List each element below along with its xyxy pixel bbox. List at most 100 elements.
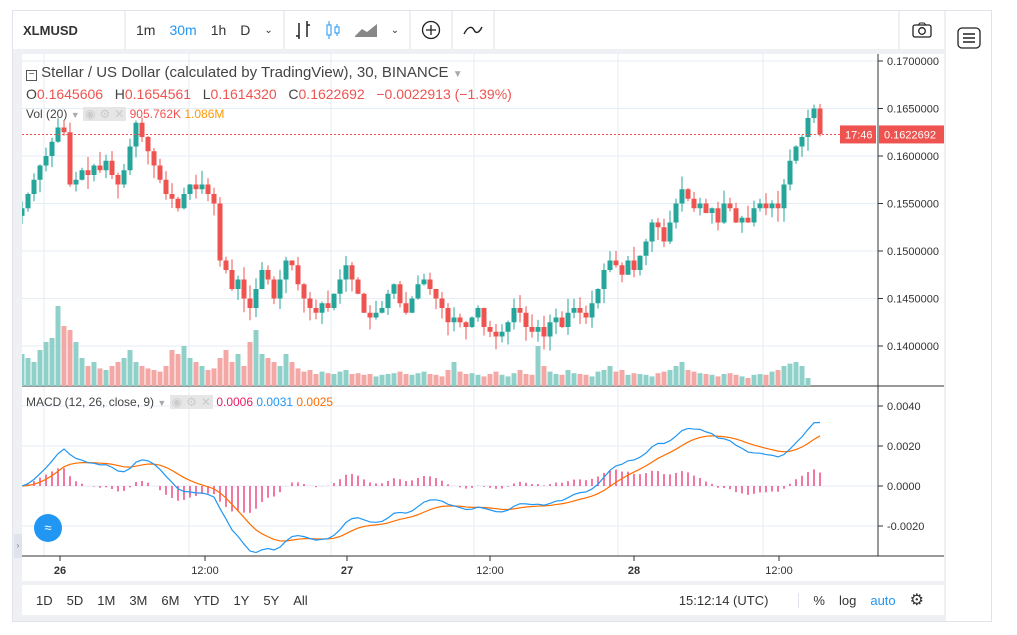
range-1d[interactable]: 1D	[36, 592, 53, 608]
candle-body	[529, 327, 535, 332]
chevron-down-icon[interactable]: ▼	[452, 69, 463, 80]
candle	[97, 151, 103, 173]
chart-canvas[interactable]: 0.1700000 0.1650000 0.1600000 0.1550000 0.15…	[19, 54, 945, 581]
top-toolbar: XLMUSD 1m 30m 1h D ⌄ ⌄	[13, 11, 944, 49]
percent-toggle[interactable]: %	[798, 592, 825, 608]
chevron-down-icon[interactable]: ⌄	[390, 24, 400, 36]
candle-body	[793, 146, 799, 161]
candle-body	[91, 165, 97, 175]
interval-30m[interactable]: 30m	[169, 22, 197, 38]
range-5d[interactable]: 5D	[66, 592, 84, 608]
candle	[469, 316, 475, 328]
chevron-down-icon[interactable]: ▼	[157, 398, 167, 408]
candle	[451, 307, 457, 332]
indicators-icon[interactable]	[463, 24, 483, 36]
candle	[433, 288, 439, 310]
close-icon[interactable]: ✕	[198, 395, 213, 409]
candle-body	[667, 222, 673, 242]
volume-bar	[289, 362, 295, 386]
macd-axis-label: 0.0020	[887, 441, 921, 453]
candle-body	[547, 322, 553, 337]
chevron-down-icon[interactable]: ▼	[70, 110, 80, 120]
macd-axis-label: -0.0020	[887, 521, 924, 533]
compare-group	[411, 11, 454, 49]
range-1y[interactable]: 1Y	[233, 592, 250, 608]
candle	[325, 290, 331, 312]
range-all[interactable]: All	[293, 592, 308, 608]
clock[interactable]: 15:12:14 (UTC)	[678, 592, 769, 608]
gear-icon[interactable]: ⚙	[184, 395, 199, 409]
eye-icon[interactable]: ◉	[169, 395, 185, 409]
candle	[109, 151, 115, 180]
candle	[463, 321, 469, 340]
candle-body	[343, 265, 349, 280]
interval-1m[interactable]: 1m	[136, 22, 156, 38]
candle	[721, 190, 727, 224]
right-sidebar	[946, 11, 991, 621]
auto-toggle[interactable]: auto	[870, 592, 896, 608]
interval-d[interactable]: D	[240, 22, 251, 38]
symbol-button[interactable]: XLMUSD	[13, 11, 126, 49]
range-5y[interactable]: 5Y	[263, 592, 280, 608]
range-ytd[interactable]: YTD	[193, 592, 220, 608]
candle	[541, 315, 547, 350]
area-icon[interactable]	[354, 23, 377, 37]
candle	[619, 262, 625, 283]
volume-bar	[565, 370, 571, 386]
close-label: C	[288, 86, 299, 102]
candle	[361, 292, 367, 314]
candle-body	[403, 303, 409, 313]
gear-icon[interactable]: ⚙	[909, 592, 924, 609]
chevron-down-icon[interactable]: ⌄	[264, 24, 273, 36]
bars-icon[interactable]	[295, 21, 311, 39]
candle	[445, 303, 451, 336]
tradingview-logo-icon[interactable]: ≈	[34, 514, 62, 542]
volume-bar	[445, 370, 451, 386]
interval-1h[interactable]: 1h	[210, 22, 227, 38]
candles-icon[interactable]	[325, 21, 341, 39]
eye-icon[interactable]: ◉	[82, 107, 98, 121]
candle	[169, 183, 175, 209]
volume-bar	[631, 373, 637, 386]
volume-bar	[73, 342, 79, 386]
collapse-icon[interactable]: −	[26, 70, 37, 81]
candle-body	[307, 298, 313, 308]
gear-icon[interactable]: ⚙	[97, 107, 113, 121]
chart-style-group: ⌄	[285, 11, 412, 49]
ohlc-row: O0.1645606 H0.1654561 L0.1614320 C0.1622…	[26, 86, 512, 102]
chart-area[interactable]: 0.1700000 0.1650000 0.1600000 0.1550000 0.15…	[14, 54, 945, 581]
expand-handle[interactable]: ›	[14, 534, 22, 558]
candle	[139, 117, 145, 142]
list-icon[interactable]	[957, 27, 981, 49]
candle-body	[469, 317, 475, 327]
candle	[649, 219, 655, 253]
candle	[643, 238, 649, 266]
candle	[229, 259, 235, 291]
volume-bar	[313, 374, 319, 386]
volume-bar	[487, 374, 493, 386]
candle-body	[457, 317, 463, 323]
range-1m[interactable]: 1M	[97, 592, 116, 608]
candle	[265, 265, 271, 285]
candle-body	[703, 203, 709, 213]
volume-bar	[709, 374, 715, 386]
range-3m[interactable]: 3M	[129, 592, 148, 608]
volume-bar	[781, 366, 787, 386]
volume-bar	[511, 373, 517, 386]
volume-bar	[553, 374, 559, 386]
log-toggle[interactable]: log	[838, 592, 857, 608]
candle	[505, 320, 511, 345]
candle-body	[541, 327, 547, 337]
candle	[409, 296, 415, 313]
camera-icon[interactable]	[912, 22, 932, 38]
volume-bar	[151, 370, 157, 386]
candle	[151, 147, 157, 179]
range-6m[interactable]: 6M	[161, 592, 180, 608]
add-compare-icon[interactable]	[421, 20, 441, 40]
volume-bar	[43, 342, 49, 386]
close-icon[interactable]: ✕	[112, 107, 127, 121]
candle-body	[679, 189, 685, 204]
candle	[19, 201, 25, 224]
volume-bar	[451, 362, 457, 386]
candle	[133, 120, 139, 158]
